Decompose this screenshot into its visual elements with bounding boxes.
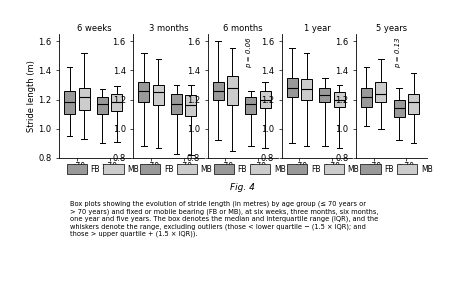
PathPatch shape bbox=[153, 85, 164, 105]
Text: MB: MB bbox=[274, 165, 286, 174]
Y-axis label: Stride length (m): Stride length (m) bbox=[27, 60, 36, 132]
PathPatch shape bbox=[185, 95, 197, 116]
Text: p = 0.13: p = 0.13 bbox=[395, 38, 401, 68]
FancyBboxPatch shape bbox=[66, 164, 87, 174]
PathPatch shape bbox=[334, 92, 345, 107]
PathPatch shape bbox=[245, 97, 256, 114]
Text: FB: FB bbox=[311, 165, 320, 174]
PathPatch shape bbox=[393, 100, 405, 117]
FancyBboxPatch shape bbox=[103, 164, 124, 174]
FancyBboxPatch shape bbox=[360, 164, 381, 174]
Text: MB: MB bbox=[127, 165, 139, 174]
PathPatch shape bbox=[138, 82, 149, 102]
PathPatch shape bbox=[301, 79, 312, 100]
Text: FB: FB bbox=[237, 165, 247, 174]
Text: FB: FB bbox=[384, 165, 394, 174]
PathPatch shape bbox=[212, 82, 224, 100]
Text: p = 0.06: p = 0.06 bbox=[246, 38, 253, 68]
Text: Fig. 4: Fig. 4 bbox=[230, 182, 255, 191]
Text: Box plots showing the evolution of stride length (in metres) by age group (≤ 70 : Box plots showing the evolution of strid… bbox=[70, 201, 379, 237]
PathPatch shape bbox=[319, 88, 330, 102]
PathPatch shape bbox=[97, 97, 108, 114]
PathPatch shape bbox=[287, 78, 298, 97]
PathPatch shape bbox=[227, 76, 238, 105]
FancyBboxPatch shape bbox=[250, 164, 271, 174]
Title: 1 year: 1 year bbox=[304, 24, 330, 33]
Text: MB: MB bbox=[421, 165, 433, 174]
FancyBboxPatch shape bbox=[397, 164, 418, 174]
PathPatch shape bbox=[111, 94, 122, 111]
PathPatch shape bbox=[375, 82, 386, 102]
FancyBboxPatch shape bbox=[213, 164, 234, 174]
PathPatch shape bbox=[260, 91, 271, 108]
PathPatch shape bbox=[171, 94, 182, 114]
Title: 3 months: 3 months bbox=[149, 24, 189, 33]
Title: 6 months: 6 months bbox=[223, 24, 263, 33]
Title: 6 weeks: 6 weeks bbox=[77, 24, 112, 33]
FancyBboxPatch shape bbox=[177, 164, 197, 174]
PathPatch shape bbox=[64, 91, 75, 114]
FancyBboxPatch shape bbox=[140, 164, 160, 174]
PathPatch shape bbox=[408, 94, 419, 114]
FancyBboxPatch shape bbox=[287, 164, 307, 174]
Title: 5 years: 5 years bbox=[376, 24, 407, 33]
Text: FB: FB bbox=[91, 165, 100, 174]
PathPatch shape bbox=[361, 88, 372, 107]
Text: MB: MB bbox=[201, 165, 212, 174]
FancyBboxPatch shape bbox=[324, 164, 344, 174]
PathPatch shape bbox=[79, 88, 90, 110]
Text: FB: FB bbox=[164, 165, 173, 174]
Text: MB: MB bbox=[347, 165, 359, 174]
